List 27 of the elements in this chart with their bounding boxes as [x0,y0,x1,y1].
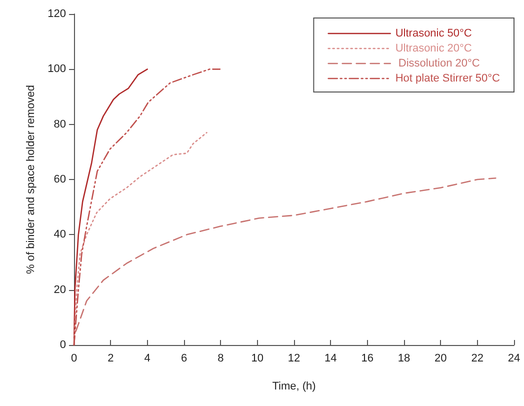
text: Ultrasonic 50°C [395,28,472,40]
y-tick-label: 100 [48,63,66,76]
y-tick-label: 60 [54,174,66,186]
x-tick-label: 22 [471,352,484,364]
x-axis-title: Time, (h) [272,380,316,392]
x-tick-label: 10 [251,352,264,364]
text: Dissolution 20°C [395,58,480,70]
y-axis-title: % of binder and space holder removed [25,85,38,274]
x-tick-label: 0 [70,352,78,364]
y-tick-label: 20 [54,284,66,296]
text: Hot plate Stirrer 50°C [395,72,500,84]
y-tick-label: 40 [54,228,66,241]
x-tick-label: 18 [398,352,410,364]
y-tick-label: 80 [54,118,66,130]
x-tick-label: 20 [434,352,447,364]
text: Ultrasonic 20°C [395,42,472,54]
x-tick-label: 24 [508,352,520,364]
x-tick-label: 4 [144,352,150,364]
y-tick-label: 0 [60,339,66,351]
x-tick-label: 12 [288,352,300,364]
y-tick-label: 120 [48,8,66,20]
x-tick-label: 16 [361,352,374,364]
x-tick-label: 2 [108,352,114,364]
x-tick-label: 8 [218,352,224,364]
x-tick-label: 6 [180,352,188,364]
line-series [73,68,221,346]
x-tick-label: 14 [324,352,337,364]
